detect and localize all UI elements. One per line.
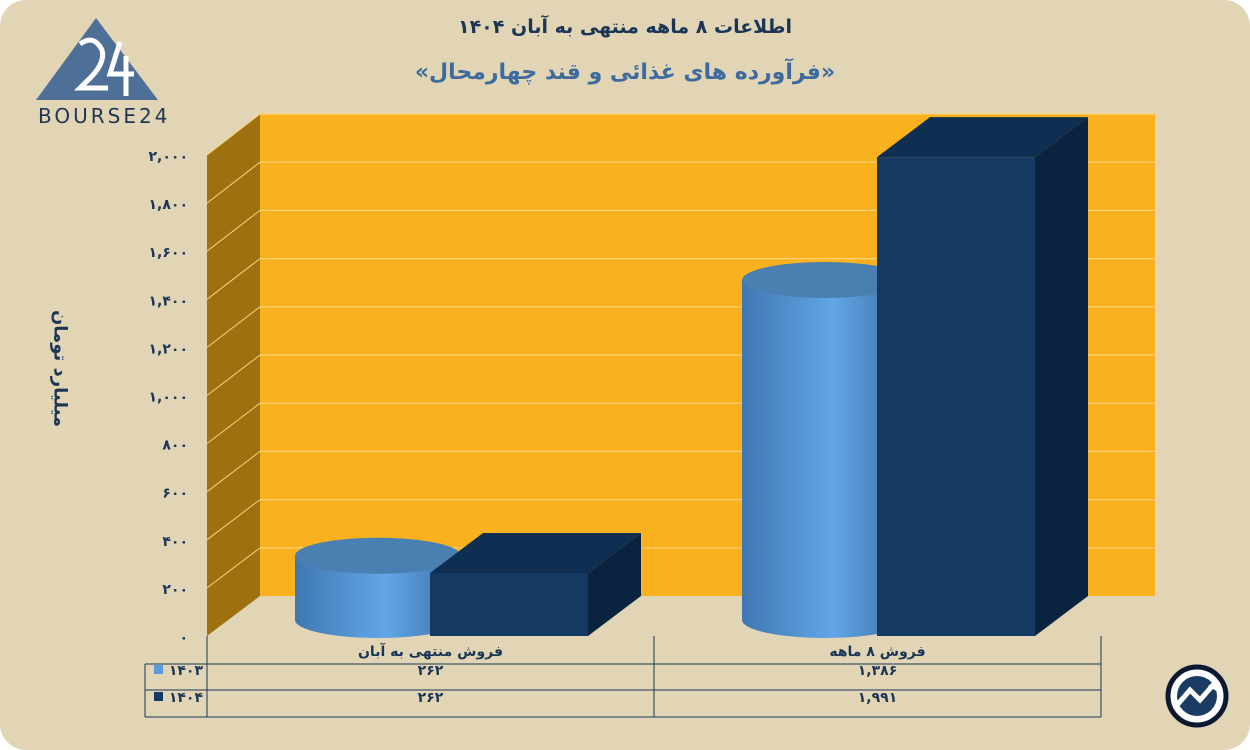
category-label: فروش ۸ ماهه bbox=[829, 644, 925, 660]
y-tick-label: ۸۰۰ bbox=[162, 438, 188, 454]
y-tick-label: ۱,۸۰۰ bbox=[149, 197, 189, 213]
gridline-side bbox=[206, 210, 261, 252]
logo-text: BOURSE24 bbox=[38, 104, 171, 128]
y-tick-label: ۴۰۰ bbox=[162, 534, 188, 550]
chart-header-line1: اطلاعات ۸ ماهه منتهی به آبان ۱۴۰۴ bbox=[457, 16, 793, 38]
chart-title: «فرآورده های غذائی و قند چهارمحال» bbox=[414, 60, 836, 85]
trend-badge-icon bbox=[1165, 664, 1229, 728]
legend-swatch bbox=[154, 665, 163, 674]
bar-cylinder-top bbox=[742, 262, 908, 299]
legend-series-name: ۱۴۰۴ bbox=[169, 690, 204, 706]
bar-cylinder-body bbox=[742, 280, 908, 638]
bar-cylinder-body bbox=[295, 555, 461, 638]
y-tick-labels: ۰ ۲۰۰ ۴۰۰ ۶۰۰ ۸۰۰ ۱,۰۰۰ ۱,۲۰۰ ۱,۴۰۰ ۱,۶۰۰ ۱,۸۰۰ ۲,… bbox=[149, 149, 189, 646]
category-label: فروش منتهی به آبان bbox=[358, 642, 503, 660]
legend-series-name: ۱۴۰۳ bbox=[169, 663, 204, 679]
table-cell-value: ۱,۹۹۱ bbox=[858, 690, 898, 706]
y-tick-label: ۱,۶۰۰ bbox=[149, 245, 189, 261]
gridline-side bbox=[206, 161, 261, 204]
data-table: فروش منتهی به آبان فروش ۸ ماهه ۱۴۰۳ ۲۶۲ ۱,۳۸… bbox=[144, 636, 1102, 718]
bar-box-side bbox=[588, 532, 641, 636]
table-cell-value: ۲۶۲ bbox=[418, 690, 444, 706]
legend-swatch bbox=[154, 692, 163, 701]
y-tick-label: ۲۰۰ bbox=[162, 582, 188, 598]
y-tick-label: ۱,۴۰۰ bbox=[149, 293, 189, 309]
bar-box-side bbox=[1035, 117, 1088, 637]
gridline-side bbox=[206, 354, 261, 396]
gridline-side bbox=[206, 547, 261, 589]
bars bbox=[295, 117, 1088, 638]
bourse24-logo-icon bbox=[36, 18, 158, 100]
gridline-side bbox=[206, 258, 261, 300]
bar-box-front bbox=[430, 572, 588, 636]
gridline-side bbox=[206, 499, 261, 541]
table-cell-value: ۲۶۲ bbox=[418, 663, 444, 679]
bar-cylinder-top bbox=[295, 537, 461, 574]
gridline-side bbox=[206, 113, 261, 156]
table-cell-value: ۱,۳۸۶ bbox=[858, 663, 898, 679]
gridline-side bbox=[206, 306, 261, 348]
bar-box-top bbox=[877, 117, 1088, 158]
y-tick-label: ۲,۰۰۰ bbox=[149, 149, 189, 165]
y-tick-label: ۱,۰۰۰ bbox=[149, 390, 189, 406]
y-tick-label: ۱,۲۰۰ bbox=[149, 341, 189, 357]
gridline-side bbox=[206, 451, 261, 493]
bar-box-top bbox=[430, 532, 641, 573]
y-tick-label: ۰ bbox=[179, 630, 188, 646]
bar-box-front bbox=[877, 157, 1035, 637]
y-tick-label: ۶۰۰ bbox=[162, 486, 188, 502]
gridline-side bbox=[206, 402, 261, 444]
